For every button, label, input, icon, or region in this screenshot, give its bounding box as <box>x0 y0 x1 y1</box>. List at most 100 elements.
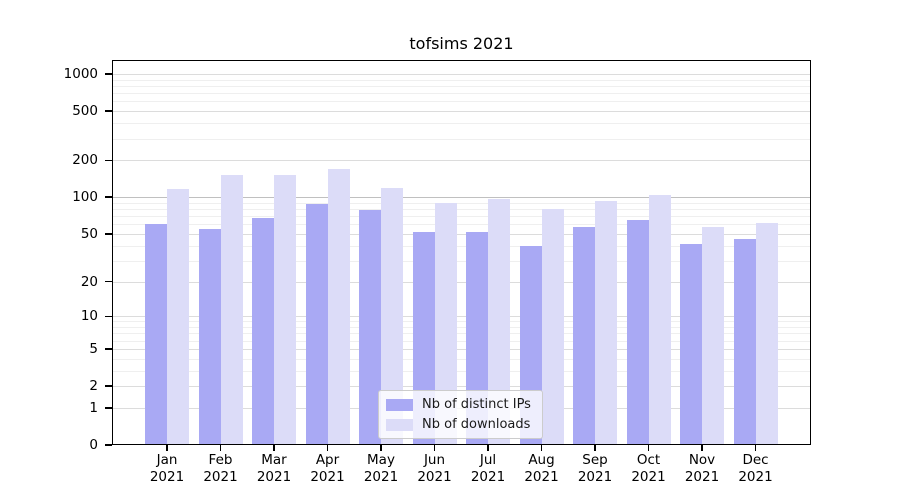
x-tick-label: Jul 2021 <box>456 452 520 486</box>
bar-distinct-ips <box>626 220 649 445</box>
x-tick-month: Jan <box>156 452 178 468</box>
bar-downloads <box>595 200 617 445</box>
grid-line <box>112 224 811 226</box>
x-tick-month: Sep <box>582 452 608 468</box>
x-tick-label: Dec 2021 <box>724 452 788 486</box>
grid-line <box>112 321 811 323</box>
x-tick-year: 2021 <box>577 469 613 485</box>
grid-line <box>112 386 811 387</box>
y-tick-label: 2 <box>89 378 98 394</box>
grid-line <box>112 123 811 125</box>
bar-distinct-ips <box>733 239 756 445</box>
x-tick-year: 2021 <box>684 469 720 485</box>
y-tick-mark <box>105 315 112 317</box>
grid-line <box>112 333 811 335</box>
x-tick-year: 2021 <box>363 469 399 485</box>
legend: Nb of distinct IPs Nb of downloads <box>378 390 543 439</box>
y-tick-mark <box>105 159 112 161</box>
y-tick-mark <box>105 280 112 283</box>
x-tick-mark <box>647 445 650 451</box>
x-tick-year: 2021 <box>310 469 345 485</box>
x-tick-mark <box>701 445 703 451</box>
x-tick-label: Jun 2021 <box>403 452 467 486</box>
y-tick-label: 1000 <box>63 66 98 82</box>
legend-entry-distinct-ips: Nb of distinct IPs <box>386 397 531 412</box>
x-tick-mark <box>433 445 436 451</box>
y-tick-label: 0 <box>89 437 98 453</box>
y-tick-mark <box>105 444 112 446</box>
legend-swatch-downloads <box>386 418 413 431</box>
x-tick-mark <box>540 445 543 451</box>
x-tick-label: Apr 2021 <box>296 452 360 486</box>
y-tick-mark <box>105 407 112 409</box>
x-tick-month: Oct <box>636 452 661 468</box>
x-tick-mark <box>594 445 596 451</box>
bar-distinct-ips <box>252 218 274 445</box>
x-tick-label: Nov 2021 <box>670 452 734 486</box>
grid-line <box>112 79 811 81</box>
bar-distinct-ips <box>305 204 328 445</box>
y-tick-label: 10 <box>80 308 98 325</box>
grid-line <box>112 111 811 113</box>
x-tick-month: Dec <box>742 452 769 468</box>
grid-line <box>112 209 811 210</box>
grid-line <box>112 138 811 140</box>
bar-distinct-ips <box>680 244 702 445</box>
x-tick-label: Sep 2021 <box>563 452 627 486</box>
plot-area <box>112 60 811 445</box>
x-tick-label: Oct 2021 <box>617 452 681 486</box>
bar-distinct-ips <box>198 228 221 445</box>
grid-line <box>112 197 811 199</box>
grid-line <box>112 348 811 350</box>
grid-line <box>112 340 811 342</box>
bar-downloads <box>274 174 296 445</box>
bar-downloads <box>488 199 510 445</box>
x-tick-year: 2021 <box>149 469 185 485</box>
grid-line <box>112 260 811 262</box>
x-tick-mark <box>326 445 329 451</box>
bar-downloads <box>434 202 457 445</box>
grid-line <box>112 281 811 283</box>
x-tick-year: 2021 <box>738 469 773 485</box>
bar-downloads <box>755 223 778 445</box>
bar-downloads <box>167 189 189 445</box>
y-tick-label: 5 <box>89 340 98 357</box>
x-tick-month: Jul <box>479 452 497 468</box>
x-tick-mark <box>754 445 757 451</box>
x-tick-label: Jan 2021 <box>135 452 199 486</box>
y-tick-mark <box>105 110 112 112</box>
bar-downloads <box>541 209 564 445</box>
y-tick-label: 200 <box>72 152 98 169</box>
bar-downloads <box>381 187 403 445</box>
y-tick-label: 20 <box>80 273 98 290</box>
legend-swatch-distinct-ips <box>386 398 413 411</box>
x-tick-month: Apr <box>315 452 340 468</box>
x-tick-label: Feb 2021 <box>189 452 253 486</box>
y-tick-mark <box>105 233 112 235</box>
grid-line <box>112 233 811 235</box>
grid-line <box>112 216 811 218</box>
grid-line <box>112 245 811 247</box>
grid-line <box>112 358 811 360</box>
bar-distinct-ips <box>573 227 595 445</box>
grid-line <box>112 101 811 103</box>
x-tick-label: May 2021 <box>349 452 413 486</box>
legend-label-distinct-ips: Nb of distinct IPs <box>422 397 531 412</box>
bar-distinct-ips <box>145 224 167 445</box>
y-tick-label: 100 <box>72 189 98 206</box>
x-tick-mark <box>380 445 382 451</box>
y-tick-label: 50 <box>80 225 98 242</box>
x-tick-year: 2021 <box>417 469 452 485</box>
legend-label-downloads: Nb of downloads <box>422 417 531 432</box>
x-tick-month: Feb <box>208 452 233 468</box>
bar-downloads <box>702 227 724 445</box>
y-tick-mark <box>105 73 112 75</box>
x-tick-month: Nov <box>688 452 716 468</box>
bar-downloads <box>327 168 350 445</box>
grid-line <box>112 74 811 75</box>
bar-downloads <box>648 194 671 445</box>
grid-line <box>112 160 811 162</box>
y-tick-mark <box>105 196 112 198</box>
x-tick-month: Jun <box>423 452 446 468</box>
x-tick-mark <box>487 445 489 451</box>
